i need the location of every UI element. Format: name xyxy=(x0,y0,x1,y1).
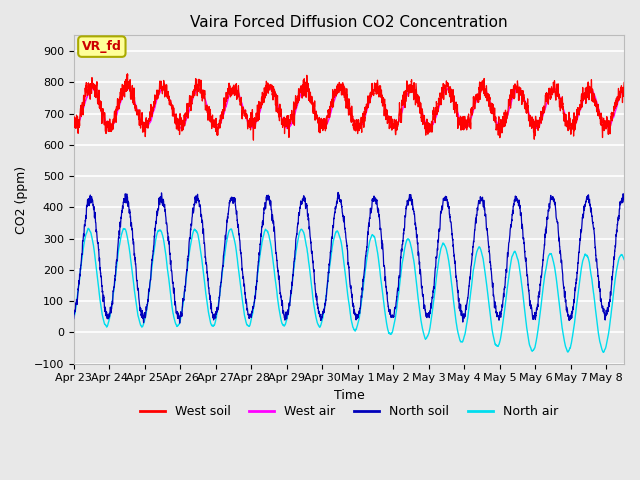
X-axis label: Time: Time xyxy=(333,389,364,402)
Legend: West soil, West air, North soil, North air: West soil, West air, North soil, North a… xyxy=(134,400,563,423)
Y-axis label: CO2 (ppm): CO2 (ppm) xyxy=(15,166,28,234)
Title: Vaira Forced Diffusion CO2 Concentration: Vaira Forced Diffusion CO2 Concentration xyxy=(190,15,508,30)
Text: VR_fd: VR_fd xyxy=(82,40,122,53)
